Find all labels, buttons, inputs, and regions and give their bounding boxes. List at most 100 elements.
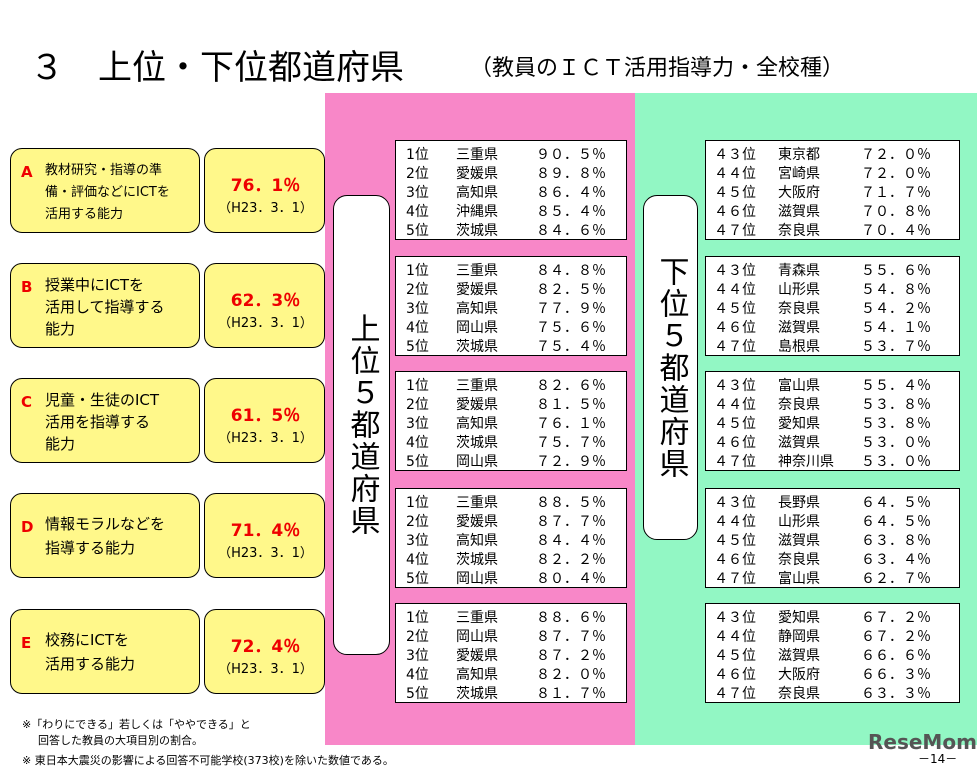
percent: 62．3％ <box>230 291 301 311</box>
prefecture: 三重県 <box>456 378 498 394</box>
rank: ４６位 <box>714 667 756 683</box>
item-label: 授業中にICTを <box>45 275 145 294</box>
percent: 76．1％ <box>230 176 301 196</box>
item-box: B 授業中にICTを 活用して指導する 能力 <box>10 263 200 348</box>
ranking-list: 1位 三重県 ８８．５％ 2位 愛媛県 ８７．７％ 3位 高知県 ８４．４％ 4位 茨城県 ８２．２％… <box>395 488 627 588</box>
rank: 5位 <box>406 454 429 470</box>
prefecture: 奈良県 <box>778 686 820 702</box>
ranking-list: 1位 三重県 ９０．５％ 2位 愛媛県 ８９．８％ 3位 高知県 ８６．４％ 4位 沖縄県 ８５．４％… <box>395 140 627 240</box>
rank: 4位 <box>406 552 429 568</box>
prefecture: 高知県 <box>456 533 498 549</box>
prefecture: 滋賀県 <box>778 204 820 220</box>
item-label: 能力 <box>45 434 76 453</box>
rate: ６７．２％ <box>861 610 931 626</box>
rate: ８７．７％ <box>536 629 606 645</box>
prefecture: 愛媛県 <box>456 166 498 182</box>
rank: 4位 <box>406 435 429 451</box>
rate: ５３．７％ <box>861 339 931 355</box>
item-box: C 児童・生徒のICT 活用を指導する 能力 <box>10 378 200 463</box>
rate: ５３．０％ <box>861 435 931 451</box>
rate: ７１．７％ <box>861 185 931 201</box>
rank: ４３位 <box>714 378 756 394</box>
rate: ７２．０％ <box>861 147 931 163</box>
prefecture: 愛知県 <box>778 416 820 432</box>
ranking-list: ４３位 長野県 ６４．５％ ４４位 山形県 ６４．５％ ４５位 滋賀県 ６３．８％ ４６位 奈良県 ６… <box>705 488 960 588</box>
rank: 5位 <box>406 223 429 239</box>
item-label: 活用する能力 <box>45 206 124 222</box>
item-label: 活用する能力 <box>45 654 136 673</box>
prefecture: 愛媛県 <box>456 648 498 664</box>
prefecture: 滋賀県 <box>778 320 820 336</box>
rank: 4位 <box>406 204 429 220</box>
rate: ５５．６％ <box>861 263 931 279</box>
rate: ５４．２％ <box>861 301 931 317</box>
prefecture: 富山県 <box>778 571 820 587</box>
prefecture: 三重県 <box>456 610 498 626</box>
rate: ６４．５％ <box>861 514 931 530</box>
prefecture: 三重県 <box>456 495 498 511</box>
rate: ６３．８％ <box>861 533 931 549</box>
rate: ６４．５％ <box>861 495 931 511</box>
rank: 2位 <box>406 166 429 182</box>
rank: ４７位 <box>714 686 756 702</box>
rank: 3位 <box>406 533 429 549</box>
prefecture: 奈良県 <box>778 223 820 239</box>
item-box: D 情報モラルなどを 指導する能力 <box>10 493 200 578</box>
prefecture: 長野県 <box>778 495 820 511</box>
rank: ４６位 <box>714 552 756 568</box>
rank: 3位 <box>406 185 429 201</box>
rank: ４３位 <box>714 610 756 626</box>
rate: ７０．８％ <box>861 204 931 220</box>
date: （H23．3．1） <box>218 316 313 331</box>
rank: ４６位 <box>714 320 756 336</box>
rank: ４４位 <box>714 166 756 182</box>
rank: 3位 <box>406 648 429 664</box>
item-label: 教材研究・指導の準 <box>45 162 163 178</box>
rank: ４７位 <box>714 223 756 239</box>
rate: ７６．１％ <box>536 416 606 432</box>
rank: 1位 <box>406 263 429 279</box>
rate: ６７．２％ <box>861 629 931 645</box>
rank: ４４位 <box>714 514 756 530</box>
rank: ４５位 <box>714 185 756 201</box>
rate: ６６．３％ <box>861 667 931 683</box>
prefecture: 東京都 <box>778 147 820 163</box>
rank: 1位 <box>406 495 429 511</box>
percent-box: 71．4％ （H23．3．1） <box>204 493 325 578</box>
rank: ４５位 <box>714 533 756 549</box>
rank: ４７位 <box>714 571 756 587</box>
prefecture: 高知県 <box>456 301 498 317</box>
prefecture: 富山県 <box>778 378 820 394</box>
prefecture: 茨城県 <box>456 339 498 355</box>
rank: 1位 <box>406 147 429 163</box>
rank: ４７位 <box>714 454 756 470</box>
watermark: ReseMom <box>868 730 977 754</box>
footnote: 回答した教員の大項目別の割合。 <box>38 734 203 747</box>
rate: ５４．１％ <box>861 320 931 336</box>
rate: ８２．０％ <box>536 667 606 683</box>
item-label: 情報モラルなどを <box>45 514 166 533</box>
item-letter: A <box>21 163 33 181</box>
rate: ６３．３％ <box>861 686 931 702</box>
rank: 5位 <box>406 339 429 355</box>
prefecture: 岡山県 <box>456 571 498 587</box>
item-label: 指導する能力 <box>45 538 136 557</box>
prefecture: 大阪府 <box>778 667 820 683</box>
prefecture: 愛媛県 <box>456 514 498 530</box>
item-letter: E <box>21 634 32 652</box>
prefecture: 高知県 <box>456 185 498 201</box>
item-box: A 教材研究・指導の準 備・評価などにICTを 活用する能力 <box>10 148 200 233</box>
bottom-label: 下位５都道府県 <box>643 195 698 540</box>
prefecture: 岡山県 <box>456 454 498 470</box>
rate: ６６．６％ <box>861 648 931 664</box>
item-letter: C <box>21 393 33 411</box>
prefecture: 奈良県 <box>778 397 820 413</box>
rank: ４５位 <box>714 416 756 432</box>
item-label: 校務にICTを <box>45 630 130 649</box>
prefecture: 愛知県 <box>778 610 820 626</box>
prefecture: 静岡県 <box>778 629 820 645</box>
rate: ７７．９％ <box>536 301 606 317</box>
subtitle: （教員のＩＣＴ活用指導力・全校種） <box>470 56 845 81</box>
page-number: －14－ <box>918 752 958 766</box>
